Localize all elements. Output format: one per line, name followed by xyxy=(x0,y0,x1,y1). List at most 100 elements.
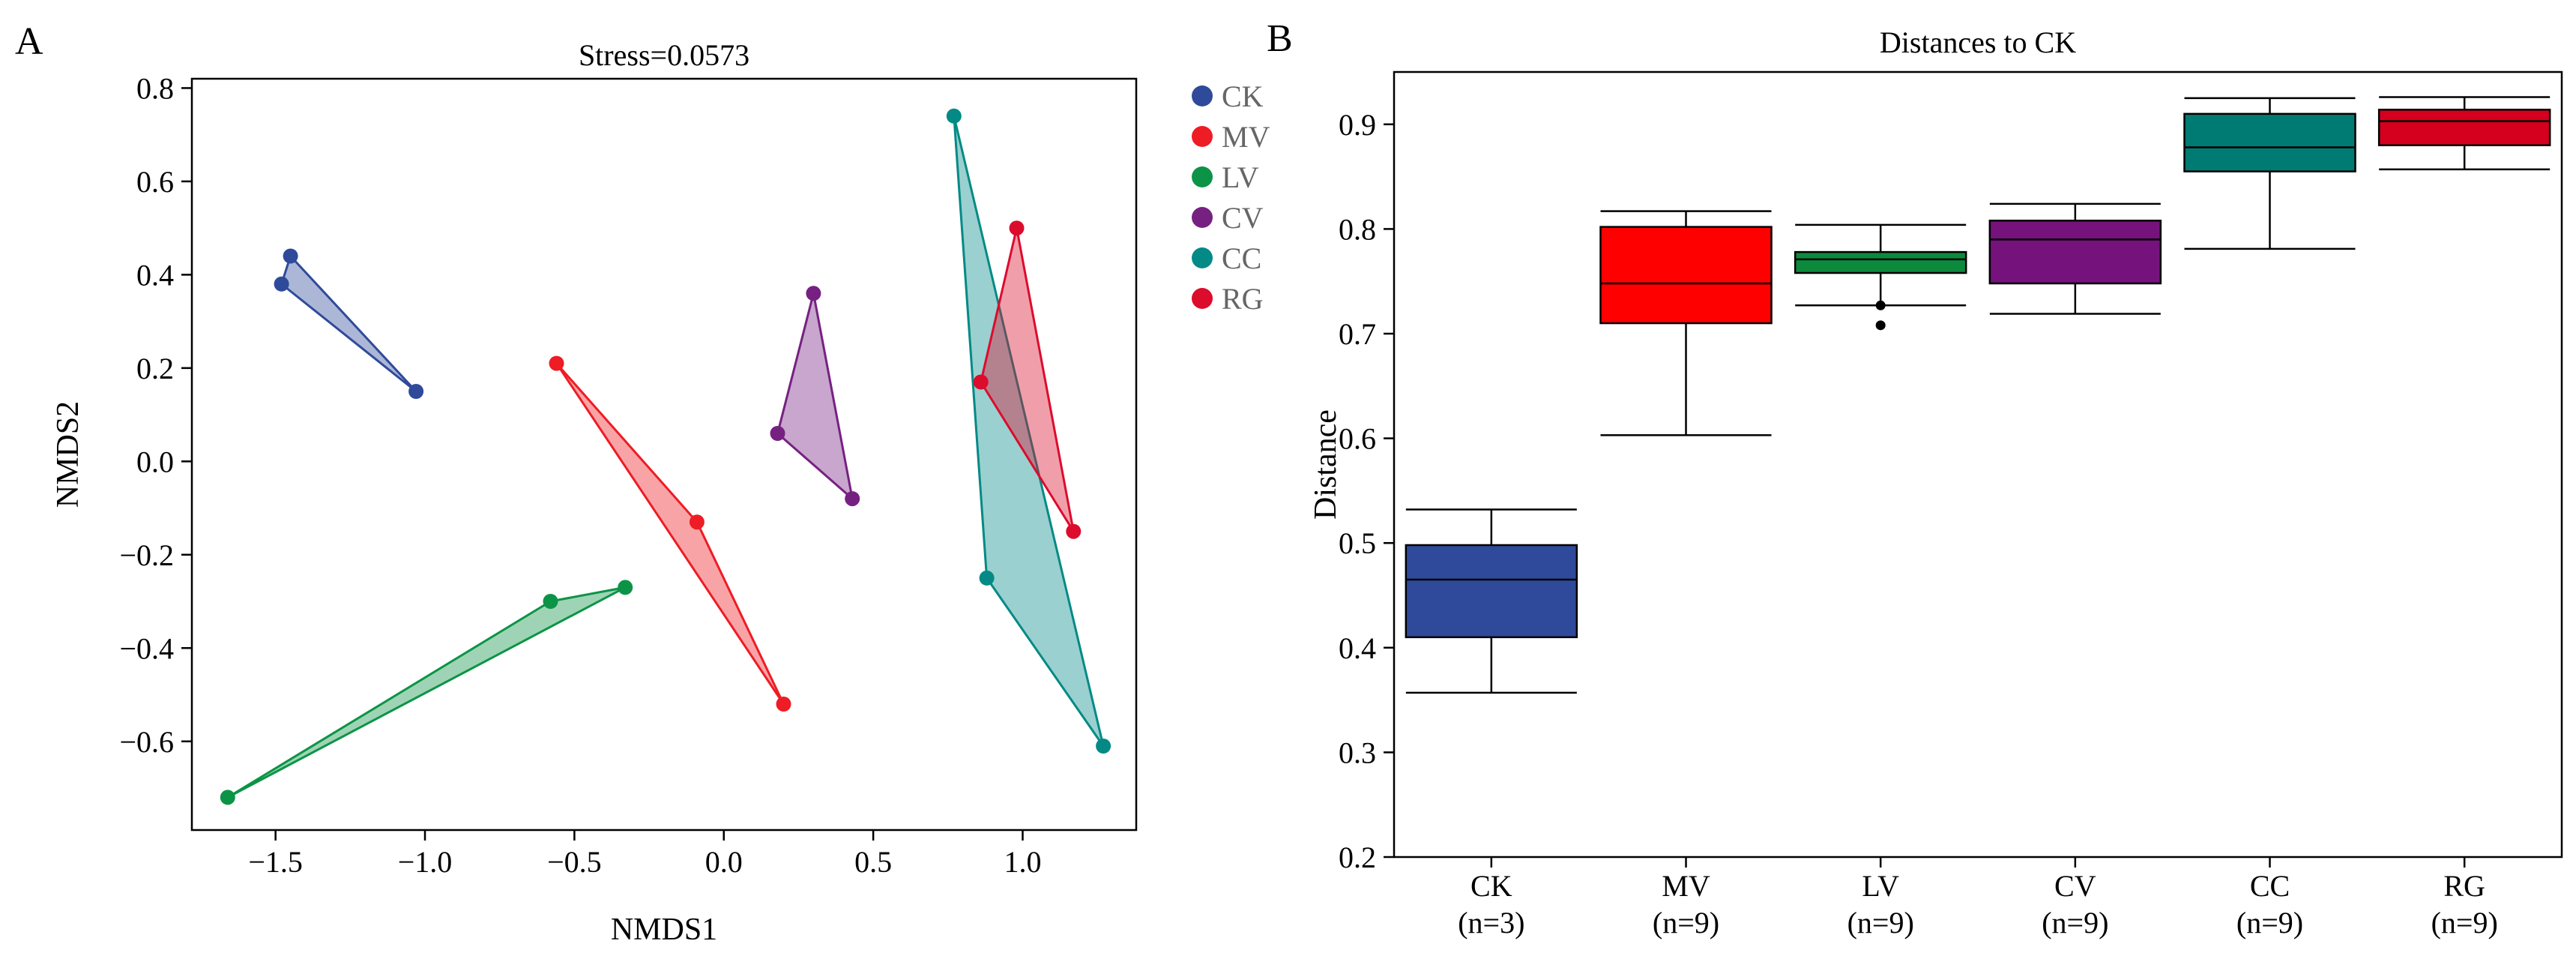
y-tick-label: 0.4 xyxy=(1339,631,1376,665)
legend-label: CV xyxy=(1222,201,1264,235)
x-tick-count: (n=9) xyxy=(1653,906,1719,940)
legend-item-cc: CC xyxy=(1192,241,1261,275)
panel-b-label: B xyxy=(1267,17,1293,60)
point-lv-2 xyxy=(618,580,633,595)
point-ck-3 xyxy=(408,384,424,399)
point-mv-2 xyxy=(689,514,705,530)
hull-mv xyxy=(555,362,785,706)
y-tick-label: 0.0 xyxy=(136,445,174,478)
boxplot-panel: 0.20.30.40.50.60.70.80.9CK(n=3)MV(n=9)LV… xyxy=(1309,25,2563,940)
legend-label: LV xyxy=(1222,160,1259,194)
box-body xyxy=(1988,219,2162,285)
hull-ck xyxy=(280,255,417,393)
y-tick-label: 0.5 xyxy=(1339,526,1376,560)
legend-label: CK xyxy=(1222,79,1264,113)
y-tick-label: 0.4 xyxy=(136,258,174,292)
x-tick-count: (n=9) xyxy=(2042,906,2108,940)
legend-swatch xyxy=(1192,85,1213,106)
hull-cv xyxy=(776,292,854,500)
legend-swatch xyxy=(1192,288,1213,309)
y-tick-label: 0.8 xyxy=(136,71,174,105)
y-axis-title: Distance xyxy=(1309,409,1343,520)
x-tick-count: (n=9) xyxy=(2236,906,2303,940)
box-cv xyxy=(1988,202,2162,315)
x-tick-label: MV xyxy=(1662,869,1710,903)
box-cc xyxy=(2183,97,2356,250)
box-lv xyxy=(1794,223,1967,331)
x-tick-label: −0.5 xyxy=(547,845,602,879)
legend-item-cv: CV xyxy=(1192,201,1264,235)
boxplot-title: Distances to CK xyxy=(1880,25,2076,59)
plot-frame xyxy=(190,77,1138,832)
point-cc-1 xyxy=(946,108,962,124)
legend-item-rg: RG xyxy=(1192,282,1264,316)
x-tick-label: CC xyxy=(2250,869,2290,903)
point-rg-1 xyxy=(1009,220,1025,236)
legend-item-lv: LV xyxy=(1192,160,1259,194)
outlier-point xyxy=(1875,300,1886,310)
x-tick-count: (n=3) xyxy=(1458,906,1524,940)
point-mv-1 xyxy=(549,355,564,371)
y-tick-label: −0.6 xyxy=(119,725,174,759)
nmds-panel: −1.5 −1.0 −0.5 0.0 0.5 1.0 0.8 0.6 0.4 0.2 0.0 −0.2… xyxy=(51,38,1270,947)
point-ck-1 xyxy=(283,248,298,264)
x-tick-count: (n=9) xyxy=(1847,906,1914,940)
legend-swatch xyxy=(1192,166,1213,187)
hull-lv xyxy=(226,586,627,799)
y-tick-label: −0.4 xyxy=(119,631,174,665)
point-cv-2 xyxy=(770,426,785,441)
legend-label: CC xyxy=(1222,241,1261,275)
box-body xyxy=(2377,109,2551,146)
point-cc-2 xyxy=(979,570,995,586)
box-mv xyxy=(1599,210,1773,436)
box-body xyxy=(1599,226,1773,325)
y-axis-title: NMDS2 xyxy=(51,401,85,508)
x-tick-label: 0.5 xyxy=(854,845,892,879)
box-body xyxy=(2183,112,2356,172)
x-tick-label: 1.0 xyxy=(1004,845,1041,879)
x-tick-label: LV xyxy=(1862,869,1899,903)
y-tick-label: 0.2 xyxy=(1339,841,1376,874)
x-tick-label: 0.0 xyxy=(705,845,743,879)
point-cv-1 xyxy=(806,286,821,301)
hull-cc xyxy=(953,115,1105,748)
y-tick-label: 0.9 xyxy=(1339,108,1376,142)
y-tick-label: −0.2 xyxy=(119,538,174,572)
box-rg xyxy=(2377,96,2551,171)
x-tick-label: RG xyxy=(2443,869,2485,903)
point-mv-3 xyxy=(776,697,791,712)
x-tick-label: −1.0 xyxy=(398,845,453,879)
box-ck xyxy=(1405,508,1578,694)
legend-swatch xyxy=(1192,207,1213,228)
legend-swatch xyxy=(1192,126,1213,147)
y-tick-label: 0.3 xyxy=(1339,736,1376,769)
y-tick-label: 0.6 xyxy=(136,165,174,199)
hull-rg xyxy=(980,226,1075,533)
point-ck-2 xyxy=(274,276,289,292)
point-rg-2 xyxy=(973,374,989,390)
legend-item-mv: MV xyxy=(1192,120,1270,154)
nmds-title: Stress=0.0573 xyxy=(579,38,749,72)
x-tick-count: (n=9) xyxy=(2431,906,2498,940)
point-lv-1 xyxy=(543,594,558,609)
point-cv-3 xyxy=(845,491,860,507)
point-rg-3 xyxy=(1066,523,1082,539)
x-tick-label: −1.5 xyxy=(248,845,303,879)
x-tick-label: CK xyxy=(1471,869,1512,903)
legend-label: MV xyxy=(1222,120,1270,154)
point-lv-3 xyxy=(220,790,235,805)
legend-label: RG xyxy=(1222,282,1264,316)
y-tick-label: 0.2 xyxy=(136,352,174,385)
legend-swatch xyxy=(1192,247,1213,268)
y-tick-label: 0.7 xyxy=(1339,317,1376,351)
legend-item-ck: CK xyxy=(1192,79,1264,113)
box-body xyxy=(1794,250,1967,274)
outlier-point xyxy=(1875,320,1886,331)
x-axis-title: NMDS1 xyxy=(611,913,717,947)
panel-a-label: A xyxy=(15,20,43,63)
plot-frame xyxy=(1393,70,2563,859)
x-tick-label: CV xyxy=(2054,869,2096,903)
point-cc-3 xyxy=(1096,739,1111,754)
box-body xyxy=(1405,544,1578,639)
